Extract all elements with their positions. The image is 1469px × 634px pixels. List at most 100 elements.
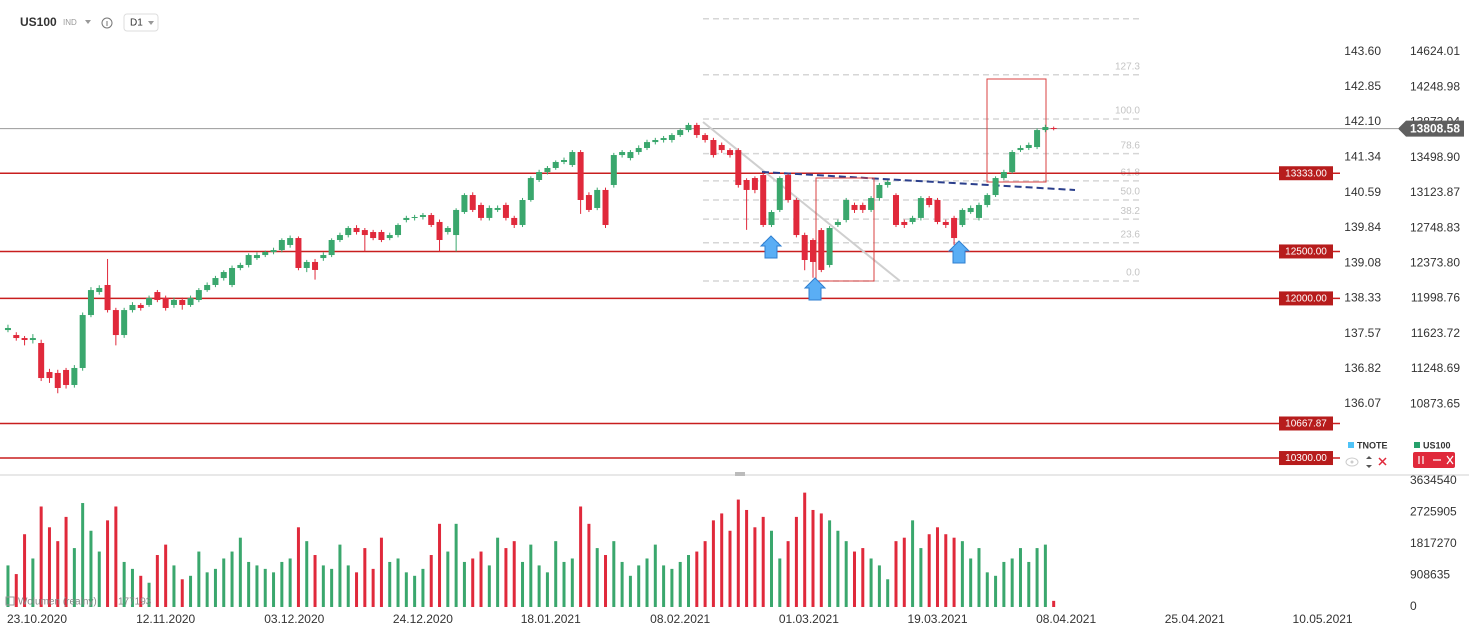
legend-label[interactable]: TNOTE xyxy=(1357,440,1388,450)
candle-body xyxy=(785,175,792,201)
level-label: 13333.00 xyxy=(1285,168,1327,179)
volume-bar xyxy=(703,541,707,607)
volume-bar xyxy=(114,506,118,607)
candle-body xyxy=(776,178,783,210)
volume-bar xyxy=(23,534,27,607)
candle-body xyxy=(685,124,692,131)
candle-body xyxy=(876,184,883,199)
candle-body xyxy=(195,290,202,301)
candle-body xyxy=(478,204,485,218)
level-label: 10300.00 xyxy=(1285,453,1327,464)
volume-bar xyxy=(927,534,931,607)
candle-body xyxy=(63,369,70,385)
x-tick-label: 08.04.2021 xyxy=(1036,612,1096,626)
candle-body xyxy=(320,255,327,259)
volume-bar xyxy=(562,561,566,607)
volume-bar xyxy=(197,551,201,607)
volume-bar xyxy=(653,544,657,607)
candle-body xyxy=(984,195,991,205)
fib-label: 50.0 xyxy=(1121,187,1141,198)
candle-body xyxy=(486,207,493,218)
volume xyxy=(6,492,1056,607)
legend-label[interactable]: US100 xyxy=(1423,440,1451,450)
candle-body xyxy=(204,284,211,291)
candle-body xyxy=(419,215,426,217)
candle-body xyxy=(892,195,899,225)
candle-body xyxy=(727,150,734,156)
candle-body xyxy=(967,207,974,213)
volume-bar xyxy=(1010,558,1014,607)
arrow xyxy=(759,235,783,259)
volume-bar xyxy=(487,565,491,607)
volume-bar xyxy=(496,537,500,607)
y-tick-label: 11998.76 xyxy=(1411,291,1460,305)
level-label: 12500.00 xyxy=(1285,247,1327,258)
dropdown[interactable] xyxy=(148,21,154,25)
volume-bar xyxy=(736,499,740,607)
y2-tick-label: 138.33 xyxy=(1344,290,1381,304)
candle-body xyxy=(660,138,667,141)
candle-body xyxy=(585,195,592,210)
interval-box[interactable] xyxy=(123,13,159,32)
fib-label: 78.6 xyxy=(1121,140,1141,151)
volume-bar xyxy=(637,565,641,607)
symbol[interactable]: US100 xyxy=(20,15,57,29)
y2-tick-label: 142.10 xyxy=(1344,114,1381,128)
last-price-label: 13808.58 xyxy=(1410,121,1460,135)
volume-toggle[interactable] xyxy=(5,596,15,606)
candle-body xyxy=(610,155,617,185)
candle-body xyxy=(536,172,543,181)
candle-body xyxy=(71,367,78,385)
volume-tick-label: 1817270 xyxy=(1410,536,1457,550)
volume-bar xyxy=(670,568,674,607)
legend-controls[interactable] xyxy=(1345,452,1455,468)
legend-swatch xyxy=(1348,442,1354,448)
volume-bar xyxy=(155,555,159,607)
candle-body xyxy=(527,178,534,201)
volume-bar xyxy=(247,561,251,607)
dropdown[interactable] xyxy=(85,20,91,24)
candle-body xyxy=(253,255,260,259)
level-badge xyxy=(1279,451,1333,466)
candle-body xyxy=(453,209,460,236)
candle-body xyxy=(710,140,717,156)
candle-body xyxy=(519,200,526,225)
volume-bar xyxy=(421,568,425,607)
candle-body xyxy=(328,240,335,256)
volume-bar xyxy=(97,551,101,607)
candle-body xyxy=(552,161,559,168)
candle-body xyxy=(668,135,675,141)
x-tick-label: 01.03.2021 xyxy=(779,612,839,626)
volume-bar xyxy=(836,530,840,607)
y2-tick-label: 137.57 xyxy=(1344,326,1381,340)
volume-bar xyxy=(404,572,408,607)
candle-body xyxy=(951,217,958,239)
candle-body xyxy=(992,178,999,196)
volume-bar xyxy=(81,503,85,607)
candle-body xyxy=(278,240,285,251)
candle-body xyxy=(370,232,377,239)
pane-handle[interactable] xyxy=(735,472,745,476)
axes: 14624.0114248.9813873.9413498.9013123.87… xyxy=(7,44,1464,626)
candle-body xyxy=(768,212,775,225)
volume-bar xyxy=(14,574,18,607)
candle-body xyxy=(851,204,858,210)
candle-body xyxy=(112,310,119,336)
candle-body xyxy=(594,189,601,208)
y2-tick-label: 136.07 xyxy=(1344,396,1381,410)
volume-bar xyxy=(272,572,276,607)
volume-bar xyxy=(894,541,898,607)
candle-body xyxy=(295,238,302,268)
x-tick-label: 24.12.2020 xyxy=(393,612,453,626)
interval[interactable]: D1 xyxy=(130,18,143,29)
box xyxy=(986,78,1047,183)
candle-body xyxy=(901,221,908,225)
candles xyxy=(4,122,1057,394)
volume-bar xyxy=(612,541,616,607)
candle-body xyxy=(1017,147,1024,151)
volume-bar xyxy=(803,492,807,607)
info-icon[interactable] xyxy=(101,17,113,29)
volume-bar xyxy=(388,561,392,607)
candle-body xyxy=(96,287,103,293)
candle-body xyxy=(494,207,501,210)
